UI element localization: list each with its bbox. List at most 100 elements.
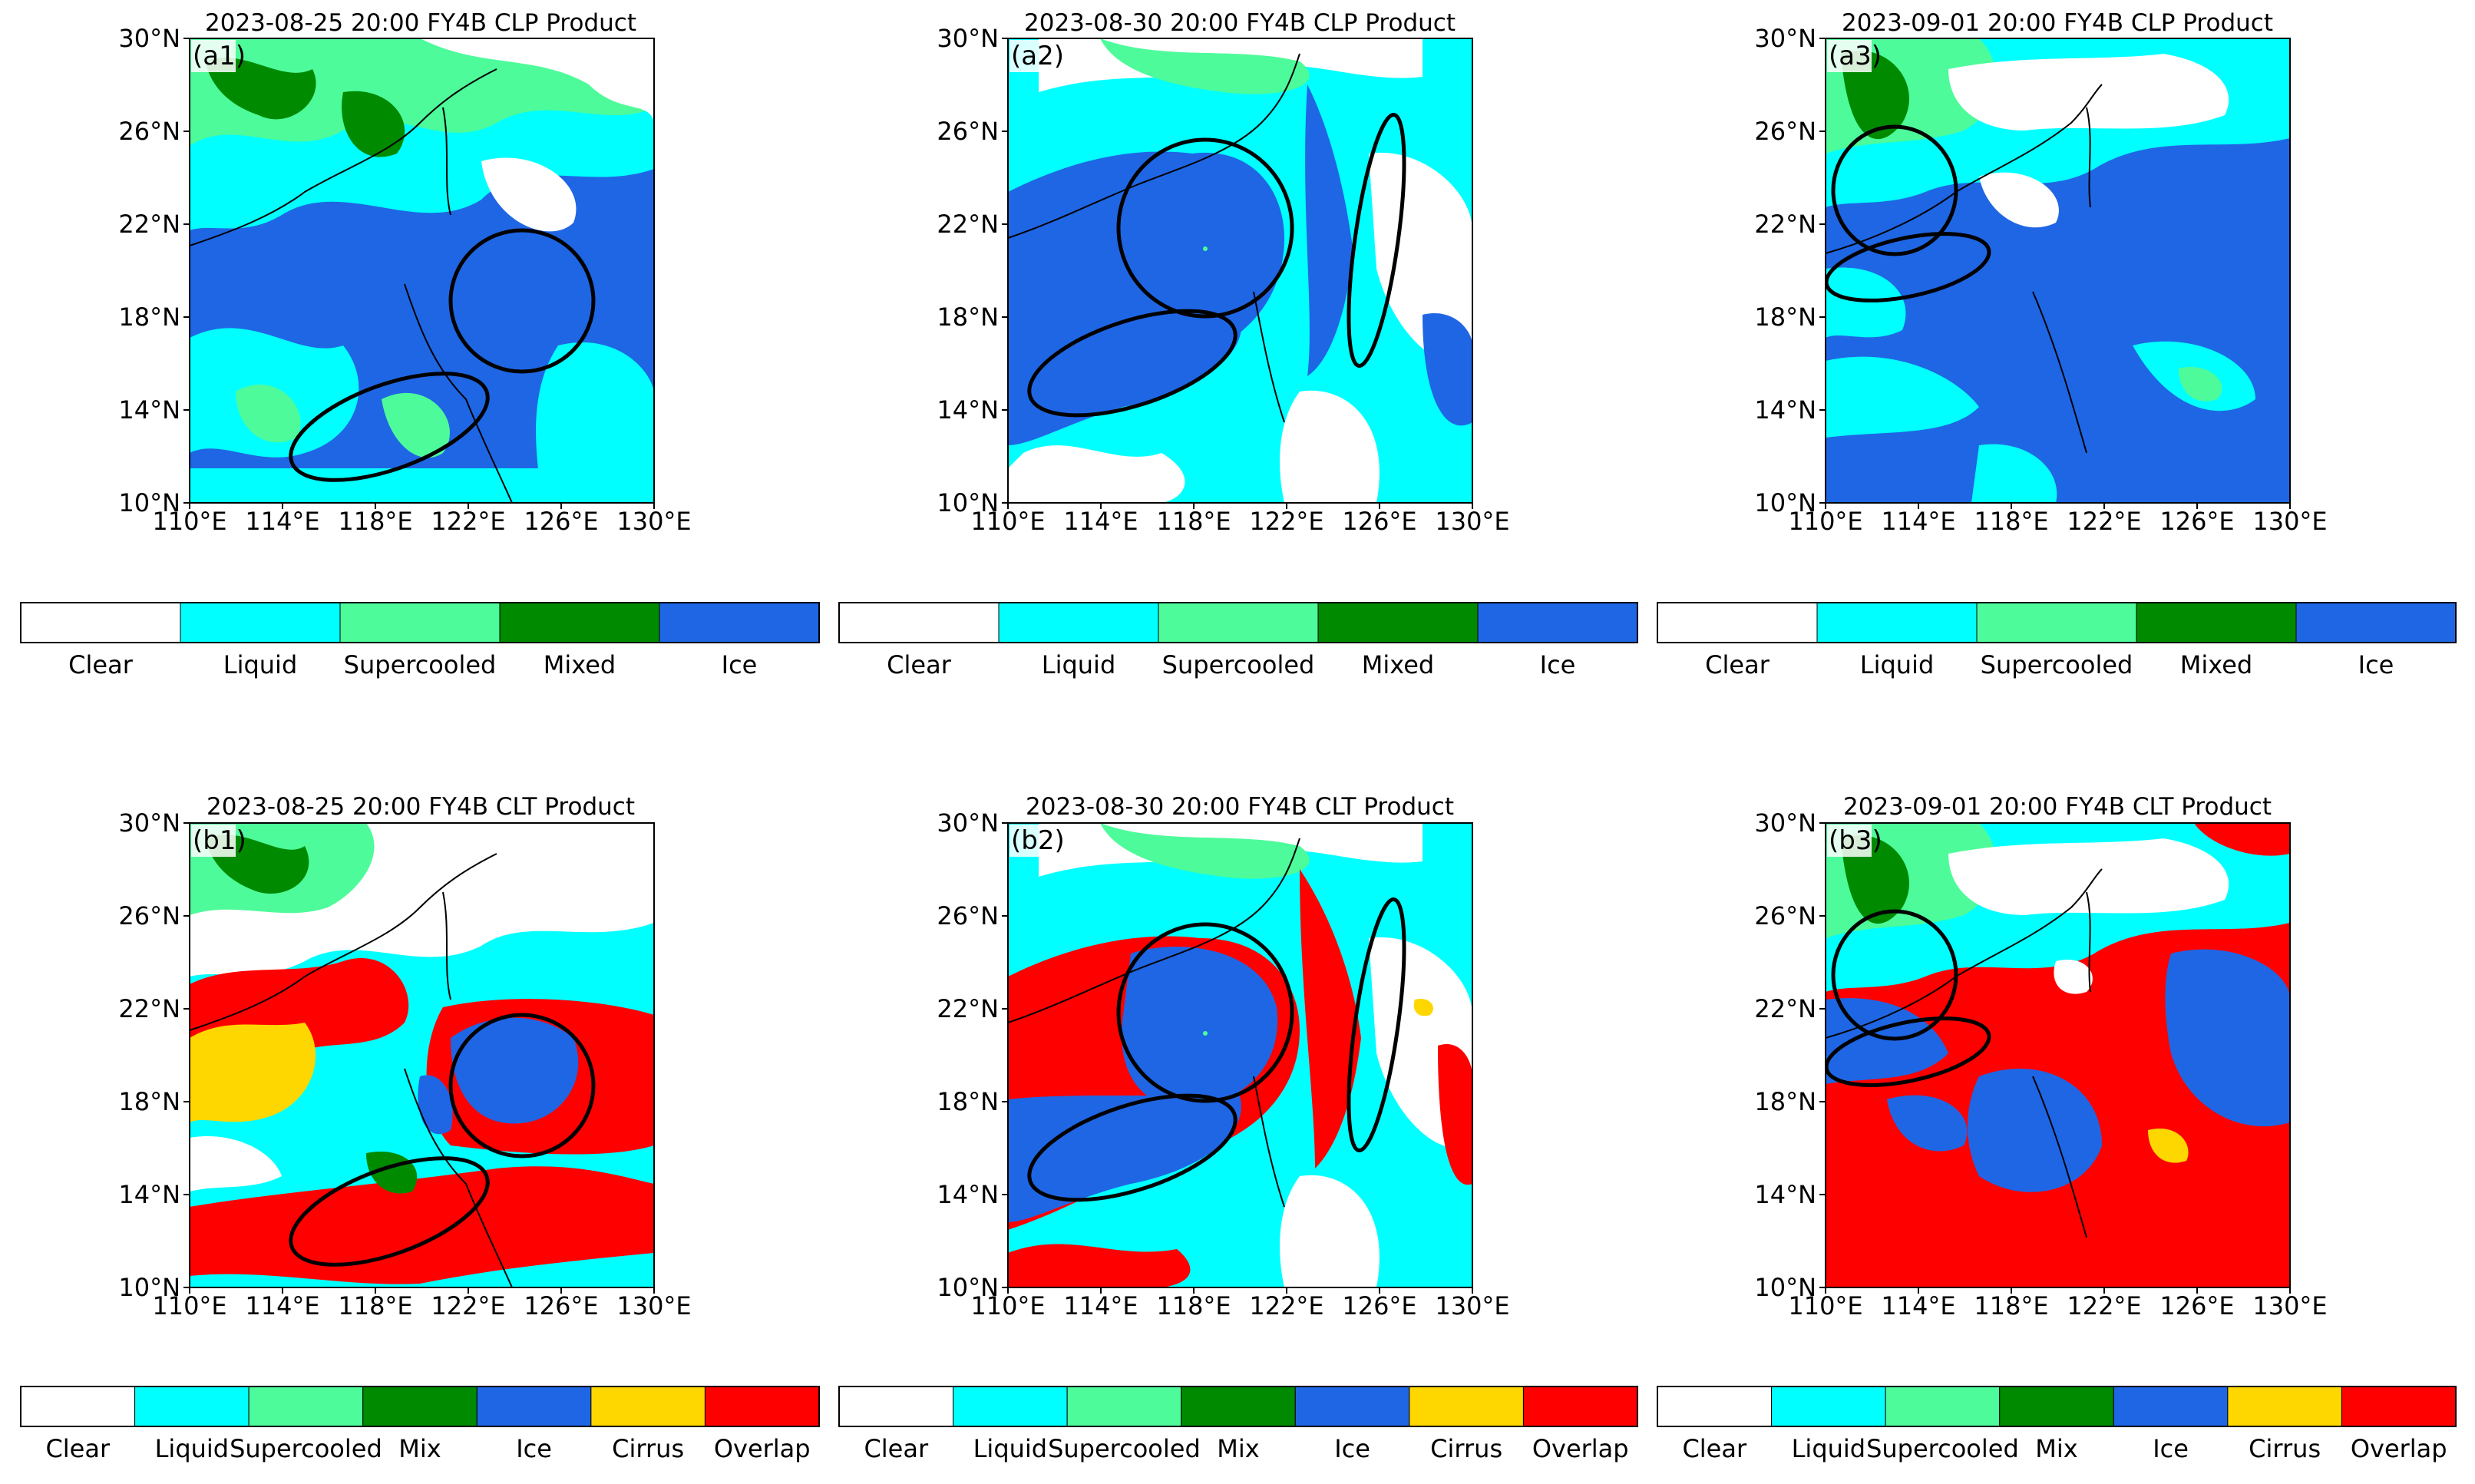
region-ice — [1008, 1092, 1241, 1222]
lat-tick-label: 10°N — [937, 488, 999, 517]
panel-a1 — [189, 38, 655, 504]
region-clear — [2054, 960, 2093, 994]
annotation-ellipse — [1027, 1093, 1238, 1202]
lon-tick-label: 118°E — [1974, 507, 2048, 536]
lat-tick-label: 22°N — [118, 210, 180, 239]
colorbar-swatch-ice — [2295, 602, 2457, 643]
colorbar-swatch-clear — [1657, 602, 1818, 643]
colorbar-swatch-mix — [1999, 1386, 2114, 1427]
lat-tick-label: 18°N — [118, 302, 180, 332]
lon-tick-label: 126°E — [2159, 507, 2234, 536]
colorbar-frame — [20, 1386, 820, 1427]
region-clear — [481, 157, 577, 232]
lon-tick-label: 118°E — [338, 507, 412, 536]
colorbar-swatch-mixed — [1317, 602, 1479, 643]
region-ice — [451, 1017, 579, 1124]
lon-tick-label: 114°E — [1881, 507, 1955, 536]
lon-tick-label: 126°E — [2159, 1291, 2234, 1320]
panel-a3 — [1825, 38, 2291, 504]
annotation-ellipse — [1027, 309, 1238, 418]
colorbar-frame — [1657, 602, 2457, 643]
lat-tick-label: 26°N — [1754, 901, 1816, 930]
colorbar-swatch-clear — [20, 602, 181, 643]
colorbar-label: Ice — [1540, 650, 1576, 679]
region-liquid — [1826, 267, 1906, 338]
lat-tick-label: 10°N — [1754, 1273, 1816, 1302]
lat-tick-label: 26°N — [118, 117, 180, 146]
region-supercooled — [236, 384, 301, 443]
panel-title-b3: 2023-09-01 20:00 FY4B CLT Product — [1843, 793, 2272, 821]
lon-tick-label: 130°E — [1435, 507, 1509, 536]
lat-tick-label: 22°N — [1754, 994, 1816, 1023]
colorbar-label: Supercooled — [1866, 1434, 2019, 1463]
map-frame — [1007, 38, 1473, 504]
region-supercooled — [1100, 38, 1310, 94]
lon-tick-label: 122°E — [431, 507, 505, 536]
colorbar-frame — [838, 1386, 1638, 1427]
colorbar-frame — [1657, 1386, 2457, 1427]
colorbar-swatch-clear — [838, 602, 1000, 643]
coastline — [1008, 53, 1300, 423]
colorbar-swatch-ice — [2113, 1386, 2229, 1427]
colorbar-label: Supercooled — [344, 650, 497, 679]
lon-tick-label: 110°E — [970, 1291, 1045, 1320]
colorbar-swatch-cirrus — [2227, 1386, 2342, 1427]
typhoon-eye — [1203, 246, 1208, 251]
colorbar-swatch-mix — [1181, 1386, 1296, 1427]
lon-tick-label: 130°E — [1435, 1291, 1509, 1320]
colorbar-label: Liquid — [155, 1434, 230, 1463]
region-overlap — [2194, 823, 2290, 856]
colorbar-swatch-ice — [476, 1386, 592, 1427]
colorbar-label: Clear — [68, 650, 134, 679]
typhoon-eye — [1203, 1031, 1208, 1036]
colorbar-label: Supercooled — [230, 1434, 382, 1463]
lat-tick-label: 18°N — [937, 302, 999, 332]
lat-tick-label: 26°N — [118, 901, 180, 930]
region-ice — [1305, 84, 1353, 376]
region-supercooled — [1100, 823, 1310, 879]
lat-tick-label: 26°N — [937, 117, 999, 146]
panel-label-b3: (b3) — [1829, 825, 1882, 856]
lat-tick-label: 18°N — [118, 1087, 180, 1116]
lon-tick-label: 114°E — [245, 1291, 319, 1320]
panel-title-a3: 2023-09-01 20:00 FY4B CLP Product — [1842, 9, 2273, 37]
colorbar-frame — [20, 602, 820, 643]
colorbar-swatch-ice — [1294, 1386, 1410, 1427]
colorbar-label: Cirrus — [1430, 1434, 1502, 1463]
lon-tick-label: 130°E — [2252, 507, 2327, 536]
region-mixed — [1841, 835, 1909, 924]
lat-tick-label: 14°N — [1754, 395, 1816, 425]
lat-tick-label: 30°N — [118, 24, 180, 53]
lon-tick-label: 126°E — [524, 1291, 598, 1320]
annotation-ellipse — [1116, 922, 1294, 1103]
lon-tick-label: 118°E — [1974, 1291, 2048, 1320]
lon-tick-label: 122°E — [2067, 507, 2141, 536]
map-frame — [189, 38, 655, 504]
lon-tick-label: 114°E — [1881, 1291, 1955, 1320]
annotation-ellipse — [448, 228, 596, 374]
colorbar-label: Cirrus — [2249, 1434, 2321, 1463]
coastline — [1826, 868, 2103, 1238]
lon-tick-label: 118°E — [1156, 1291, 1231, 1320]
lon-tick-label: 122°E — [431, 1291, 505, 1320]
lat-tick-label: 22°N — [937, 994, 999, 1023]
lon-tick-label: 114°E — [1063, 1291, 1138, 1320]
colorbar-label: Liquid — [1860, 650, 1935, 679]
colorbar-label: Clear — [1705, 650, 1770, 679]
lat-tick-label: 14°N — [118, 395, 180, 425]
region-supercooled — [382, 392, 450, 458]
lon-tick-label: 122°E — [1249, 1291, 1323, 1320]
panel-title-b1: 2023-08-25 20:00 FY4B CLT Product — [207, 793, 635, 821]
annotation-ellipse — [1347, 113, 1406, 368]
panel-title-a1: 2023-08-25 20:00 FY4B CLP Product — [205, 9, 636, 37]
colorbar-label: Mixed — [2180, 650, 2252, 679]
region-clear — [420, 38, 654, 123]
region-clear — [1280, 390, 1380, 503]
colorbar-swatch-mixed — [2136, 602, 2297, 643]
colorbar-label: Ice — [2153, 1434, 2189, 1463]
region-liquid — [1971, 444, 2057, 503]
colorbar-swatch-overlap — [1522, 1386, 1638, 1427]
lat-tick-label: 22°N — [937, 210, 999, 239]
colorbar-label: Mix — [398, 1434, 441, 1463]
